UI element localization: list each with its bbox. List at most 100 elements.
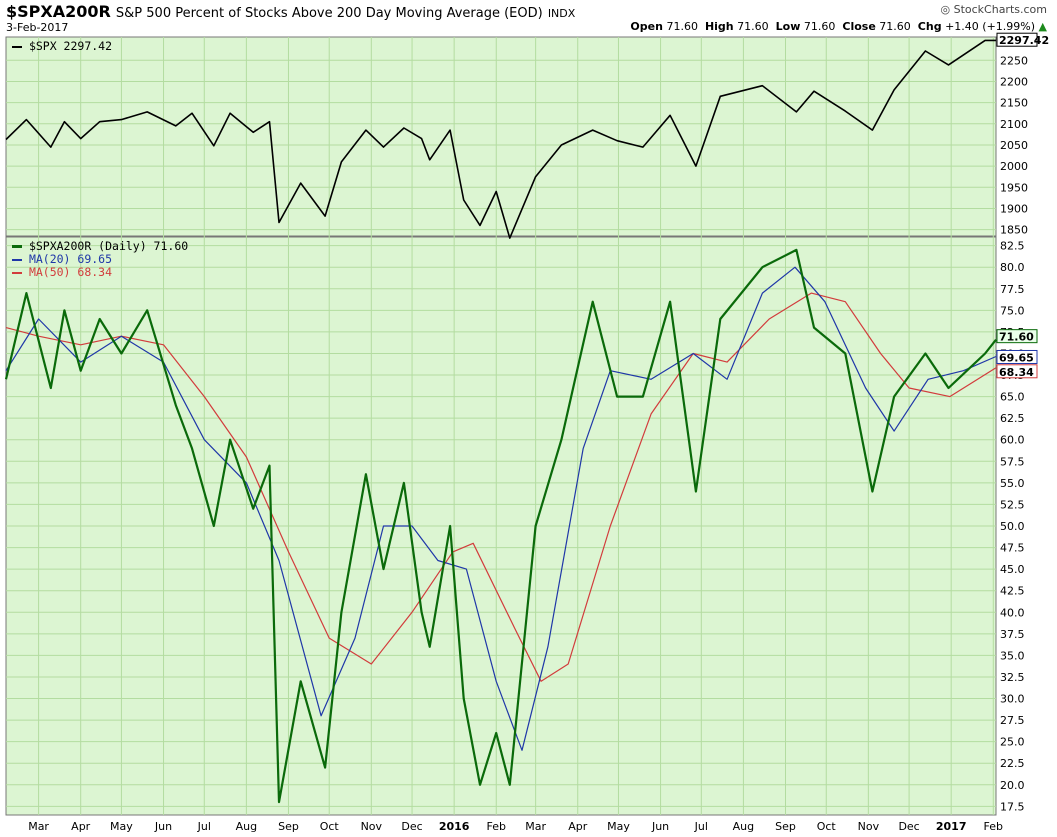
y-tick-label: 55.0 <box>1000 477 1025 490</box>
breadth-legend-label: $SPXA200R (Daily) 71.60 <box>28 239 189 253</box>
ma20-line <box>5 266 997 751</box>
y-tick-label: 2200 <box>1000 75 1028 88</box>
x-tick-label: Apr <box>71 820 91 833</box>
y-tick-label: 47.5 <box>1000 542 1025 555</box>
y-tick-label: 1950 <box>1000 181 1028 194</box>
spx-legend-label: $SPX 2297.42 <box>28 39 113 53</box>
top-panel-bg <box>5 36 997 237</box>
x-tick-label: Feb <box>487 820 506 833</box>
breadth-last-label: 71.60 <box>999 331 1034 344</box>
x-tick-label: Mar <box>28 820 49 833</box>
high-value: 71.60 <box>737 20 769 33</box>
ma20-legend-swatch <box>12 258 22 261</box>
y-tick-label: 42.5 <box>1000 585 1025 598</box>
ma50-last-box <box>996 364 1038 379</box>
breadth-legend: $SPXA200R (Daily) 71.60 MA(20) 69.65 MA(… <box>12 240 188 279</box>
y-tick-label: 45.0 <box>1000 563 1025 576</box>
ma20-last-label: 69.65 <box>999 351 1034 364</box>
chart-date: 3-Feb-2017 <box>6 21 69 34</box>
x-tick-label: Aug <box>733 820 754 833</box>
x-tick-label: Oct <box>320 820 340 833</box>
x-tick-label: Jul <box>197 820 211 833</box>
brand-name: StockCharts.com <box>953 3 1047 16</box>
x-tick-label: Jun <box>154 820 172 833</box>
x-tick-label: Nov <box>858 820 880 833</box>
y-tick-label: 62.5 <box>1000 412 1025 425</box>
y-tick-label: 75.0 <box>1000 304 1025 317</box>
y-tick-label: 80.0 <box>1000 261 1025 274</box>
breadth-legend-swatch <box>12 245 22 248</box>
y-tick-label: 1900 <box>1000 202 1028 215</box>
x-tick-label: Sep <box>278 820 299 833</box>
ma50-line <box>5 292 997 682</box>
x-tick-label: May <box>110 820 133 833</box>
x-tick-label: May <box>607 820 630 833</box>
y-tick-label: 2100 <box>1000 118 1028 131</box>
x-tick-label: 2017 <box>936 820 967 833</box>
close-label: Close <box>842 20 876 33</box>
y-tick-label: 82.5 <box>1000 240 1025 253</box>
y-tick-label: 57.5 <box>1000 455 1025 468</box>
low-label: Low <box>775 20 801 33</box>
chg-label: Chg <box>917 20 942 33</box>
low-value: 71.60 <box>803 20 836 33</box>
ma20-legend-item: MA(20) 69.65 <box>12 253 188 266</box>
x-axis-labels: Mar Apr May Jun Jul Aug Sep Oct Nov Dec 2016 Feb Mar… <box>28 820 1003 833</box>
y-tick-label: 20.0 <box>1000 779 1025 792</box>
symbol-description: S&P 500 Percent of Stocks Above 200 Day … <box>115 6 543 21</box>
y-tick-label: 37.5 <box>1000 628 1025 641</box>
chart-title-row: $SPXA200R S&P 500 Percent of Stocks Abov… <box>6 2 575 21</box>
ma50-legend-label: MA(50) 68.34 <box>28 265 113 279</box>
y-tick-label: 17.5 <box>1000 800 1025 813</box>
ma50-legend-swatch <box>12 271 22 274</box>
x-tick-label: Jun <box>651 820 669 833</box>
y-tick-label: 2250 <box>1000 54 1028 67</box>
spx-legend-swatch <box>12 45 22 48</box>
x-tick-label: Apr <box>568 820 588 833</box>
up-arrow-icon: ▲ <box>1038 20 1047 33</box>
brand-icon: ◎ <box>940 3 951 16</box>
y-tick-label: 60.0 <box>1000 434 1025 447</box>
y-tick-label: 25.0 <box>1000 736 1025 749</box>
y-tick-label: 77.5 <box>1000 283 1025 296</box>
high-label: High <box>704 20 734 33</box>
breadth-line <box>4 248 997 804</box>
y-tick-label: 32.5 <box>1000 671 1025 684</box>
ma20-legend-label: MA(20) 69.65 <box>28 252 113 266</box>
breadth-legend-item: $SPXA200R (Daily) 71.60 <box>12 240 188 253</box>
ma20-last-box <box>996 349 1038 364</box>
breadth-last-box <box>996 329 1038 344</box>
close-value: 71.60 <box>879 20 911 33</box>
x-tick-label: Sep <box>775 820 796 833</box>
tick-labels: 1850 1900 1950 2000 2050 2100 2150 2200 2250 17.5… <box>996 32 1049 813</box>
ma50-last-label: 68.34 <box>999 366 1034 379</box>
y-tick-label: 30.0 <box>1000 693 1025 706</box>
x-tick-label: Dec <box>401 820 422 833</box>
spx-last-box <box>996 32 1038 47</box>
y-tick-label: 65.0 <box>1000 391 1025 404</box>
y-tick-label: 40.0 <box>1000 606 1025 619</box>
chart-marks <box>4 39 997 804</box>
spx-legend: $SPX 2297.42 <box>12 39 112 53</box>
ohlc-row: Open 71.60 High 71.60 Low 71.60 Close 71… <box>630 20 1047 33</box>
x-tick-label: Aug <box>236 820 257 833</box>
x-tick-label: Nov <box>361 820 383 833</box>
brand: ◎ StockCharts.com <box>940 3 1047 16</box>
x-tick-label: Feb <box>984 820 1003 833</box>
spx-line <box>5 39 996 239</box>
x-tick-label: Dec <box>898 820 919 833</box>
y-tick-label: 2150 <box>1000 97 1028 110</box>
y-tick-label: 35.0 <box>1000 649 1025 662</box>
open-value: 71.60 <box>666 20 698 33</box>
symbol: $SPXA200R <box>6 2 111 21</box>
y-tick-label: 50.0 <box>1000 520 1025 533</box>
y-tick-label: 2050 <box>1000 139 1028 152</box>
y-tick-label: 22.5 <box>1000 757 1025 770</box>
x-tick-label: 2016 <box>439 820 470 833</box>
chg-value: +1.40 (+1.99%) <box>945 20 1036 33</box>
x-tick-label: Jul <box>694 820 708 833</box>
exchange: INDX <box>547 7 576 20</box>
open-label: Open <box>630 20 663 33</box>
ma50-legend-item: MA(50) 68.34 <box>12 266 188 279</box>
